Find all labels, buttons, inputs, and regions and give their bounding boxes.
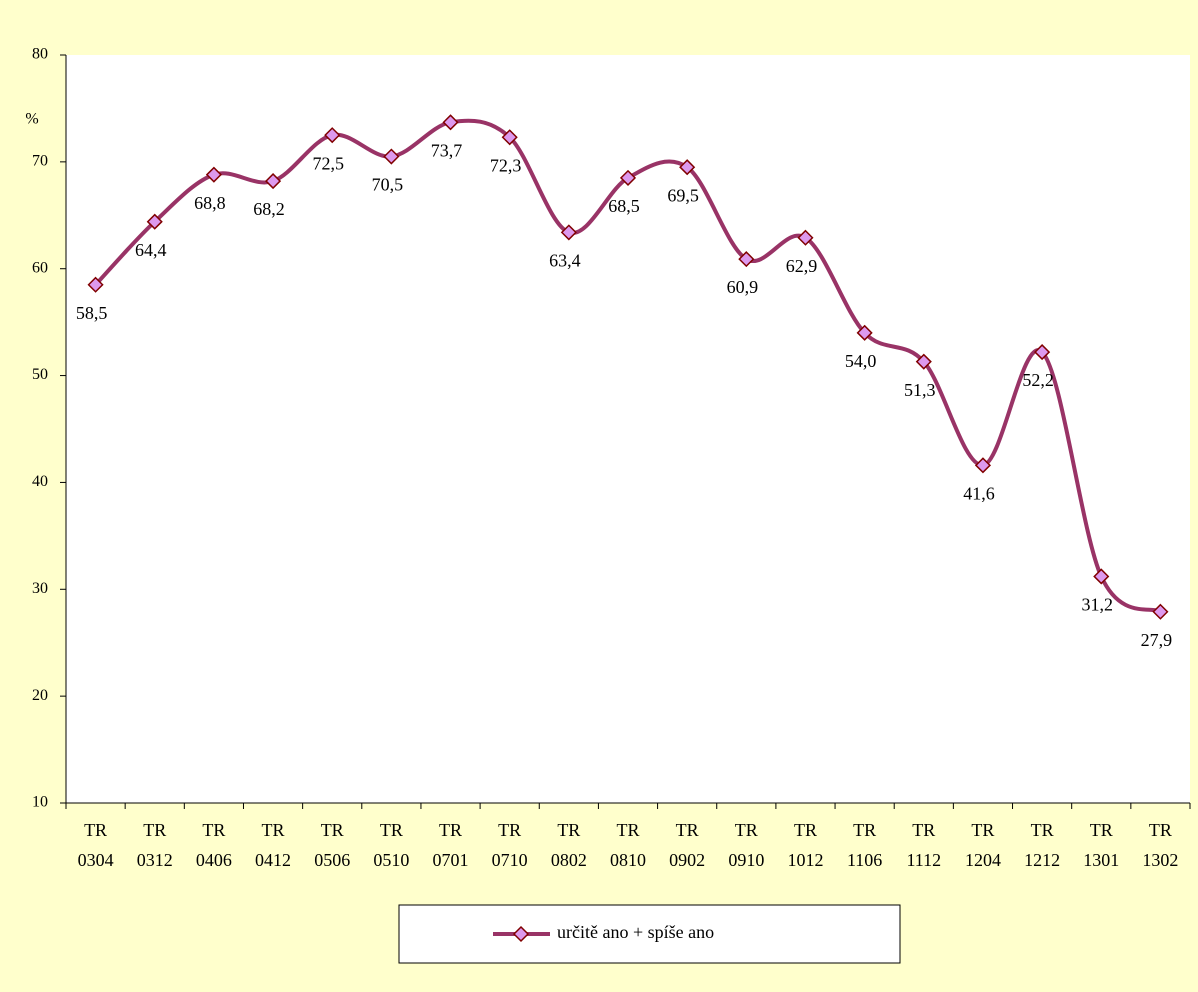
- y-axis-label: %: [25, 111, 38, 128]
- marker: [856, 324, 873, 341]
- x-tick-label: TR 1204: [964, 820, 1001, 870]
- data-label: 58,5: [76, 303, 108, 323]
- marker: [797, 229, 814, 246]
- y-tick-label: 50: [32, 366, 48, 383]
- x-tick-label: TR 1106: [846, 820, 883, 870]
- y-tick-label: 20: [32, 687, 48, 704]
- data-label: 70,5: [372, 175, 404, 195]
- x-tick-label: TR 1302: [1142, 820, 1179, 870]
- x-tick-label: TR 0510: [373, 820, 410, 870]
- y-tick-label: 70: [32, 153, 48, 170]
- marker: [738, 251, 755, 268]
- marker: [1034, 344, 1051, 361]
- marker: [1152, 603, 1169, 620]
- y-tick-label: 30: [32, 580, 48, 597]
- data-label: 68,5: [608, 196, 640, 216]
- data-label: 60,9: [727, 277, 759, 297]
- data-label: 52,2: [1022, 370, 1054, 390]
- data-label: 64,4: [135, 240, 167, 260]
- y-tick-label: 60: [32, 259, 48, 276]
- data-label: 68,8: [194, 193, 226, 213]
- x-tick-label: TR 0304: [77, 820, 114, 870]
- x-tick-label: TR 0406: [195, 820, 232, 870]
- marker: [442, 114, 459, 131]
- data-label: 62,9: [786, 256, 818, 276]
- marker: [974, 457, 992, 474]
- x-tick-label: TR 0802: [550, 820, 587, 870]
- data-label: 72,5: [312, 153, 344, 173]
- x-tick-label: TR 0710: [491, 820, 528, 870]
- marker: [383, 148, 400, 165]
- marker: [205, 166, 222, 183]
- data-label: 72,3: [490, 155, 522, 175]
- legend-label: určitě ano + spíše ano: [557, 922, 714, 942]
- marker: [146, 213, 163, 230]
- y-tick-label: 40: [32, 473, 48, 490]
- data-label: 63,4: [549, 251, 581, 271]
- data-label: 41,6: [963, 483, 995, 503]
- marker: [560, 224, 577, 241]
- data-label: 31,2: [1082, 595, 1114, 615]
- marker: [264, 173, 282, 190]
- x-tick-label: TR 0312: [136, 820, 173, 870]
- legend-marker: [512, 925, 530, 943]
- marker: [501, 129, 518, 146]
- marker: [915, 353, 932, 370]
- data-label: 69,5: [667, 185, 699, 205]
- x-tick-label: TR 1212: [1024, 820, 1061, 870]
- x-tick-label: TR 0810: [610, 820, 646, 870]
- x-tick-label: TR 1012: [787, 820, 824, 870]
- marker: [324, 127, 341, 144]
- marker: [87, 276, 104, 293]
- y-tick-label: 80: [32, 46, 48, 63]
- y-tick-label: 10: [32, 794, 48, 811]
- data-label: 51,3: [904, 380, 936, 400]
- marker: [679, 159, 696, 176]
- series-line: [94, 118, 1162, 614]
- data-label: 68,2: [253, 199, 285, 219]
- x-tick-label: TR 0701: [432, 820, 469, 870]
- x-tick-label: TR 0902: [669, 820, 706, 870]
- marker: [619, 169, 637, 186]
- x-tick-label: TR 0506: [314, 820, 351, 870]
- x-tick-label: TR 0412: [255, 820, 292, 870]
- marker: [1093, 568, 1110, 585]
- x-tick-label: TR 1112: [906, 820, 942, 870]
- data-label: 27,9: [1141, 630, 1173, 650]
- x-tick-label: TR 0910: [728, 820, 765, 870]
- plot-area: [66, 55, 1190, 803]
- data-label: 73,7: [431, 140, 463, 160]
- x-tick-label: TR 1301: [1083, 820, 1120, 870]
- legend-box: [398, 904, 901, 964]
- data-label: 54,0: [845, 351, 877, 371]
